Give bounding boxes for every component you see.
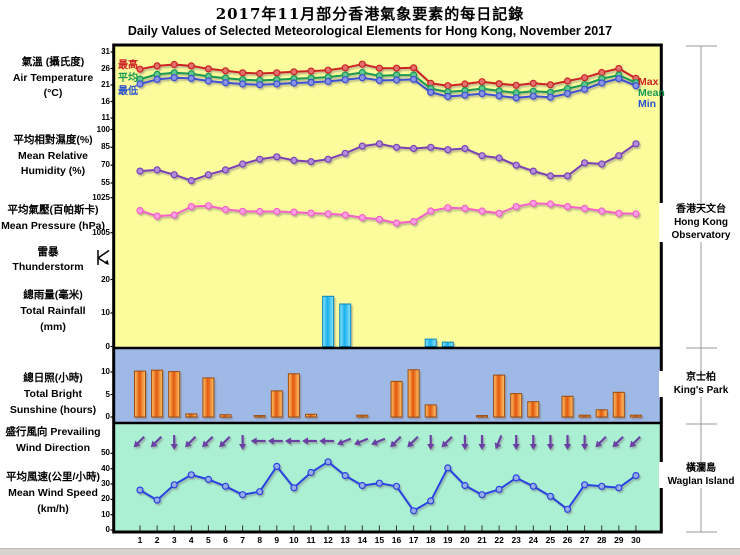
station-hko-en2: Observatory [659, 229, 740, 242]
day-axis-label: 2 [154, 535, 160, 545]
axis-tick-label: 55 [101, 178, 110, 187]
day-axis-label: 27 [579, 535, 590, 545]
day-axis-label: 1 [137, 535, 143, 545]
legend-max-zh: 最高 [118, 60, 138, 71]
day-axis-label: 5 [206, 535, 211, 545]
day-axis-label: 30 [631, 535, 641, 545]
station-waglan-en: Waglan Island [659, 475, 740, 488]
day-axis-label: 3 [171, 535, 177, 545]
day-axis-label: 25 [545, 535, 556, 545]
rainfall-label-unit: (mm) [40, 321, 66, 333]
axis-tick-label: 100 [96, 124, 110, 134]
day-axis-label: 22 [494, 535, 504, 545]
thunderstorm-label-en: Thunderstorm [12, 261, 84, 273]
axis-tick-label: 1005 [92, 227, 110, 237]
wind-speed-label-en: Mean Wind Speed [8, 487, 98, 499]
sunshine-label-zh: 總日照(小時) [23, 372, 83, 384]
day-axis-label: 13 [340, 535, 350, 545]
day-axis-label: 10 [289, 535, 299, 545]
legend-max-en: Max [638, 76, 659, 88]
day-axis-label: 20 [460, 535, 470, 545]
page-title-english: Daily Values of Selected Meteorological … [127, 24, 613, 38]
day-axis-label: 28 [596, 535, 607, 545]
day-axis-label: 23 [511, 535, 521, 545]
legend-min-en: Min [638, 98, 657, 110]
axis-tick-label: 31 [101, 47, 110, 56]
day-axis-label: 11 [306, 535, 316, 545]
day-axis-label: 24 [528, 535, 539, 545]
day-axis-label: 19 [443, 535, 453, 545]
axis-tick-label: 30 [101, 479, 110, 488]
temp-label-zh: 氣溫 (攝氏度) [21, 56, 85, 68]
sunshine-label-en1: Total Bright [23, 388, 83, 400]
page-title-chinese: 2017年11月部分香港氣象要素的每日記錄 [215, 5, 525, 23]
legend-mean-en: Mean [638, 87, 665, 99]
humidity-label-zh: 平均相對濕度(%) [13, 134, 93, 146]
axis-tick-label: 20 [101, 274, 110, 284]
humidity-label-en1: Mean Relative [17, 150, 89, 162]
day-axis-label: 4 [188, 535, 194, 545]
day-axis-label: 17 [408, 535, 419, 545]
day-axis-label: 21 [477, 535, 487, 545]
temp-label-unit: (°C) [43, 87, 63, 99]
station-hko-zh: 香港天文台 [659, 203, 740, 216]
day-axis-label: 29 [614, 535, 624, 545]
rainfall-label-zh: 總雨量(毫米) [23, 289, 83, 301]
station-waglan-zh: 橫瀾島 [659, 462, 740, 475]
temp-label-en: Air Temperature [12, 72, 94, 84]
axis-tick-label: 70 [101, 160, 110, 170]
day-axis-label: 12 [323, 535, 333, 545]
axis-tick-label: 11 [101, 113, 110, 122]
axis-tick-label: 5 [105, 389, 110, 399]
day-axis-label: 14 [357, 535, 368, 545]
axis-tick-label: 10 [101, 367, 110, 376]
day-axis-label: 18 [425, 535, 436, 545]
axis-tick-label: 26 [101, 63, 110, 73]
day-axis-label: 6 [223, 535, 228, 545]
thunderstorm-label-zh: 雷暴 [37, 246, 59, 258]
station-kp-en: King's Park [659, 384, 740, 397]
legend-min-zh: 最低 [118, 86, 138, 97]
axis-tick-label: 0 [105, 341, 110, 351]
axis-tick-label: 85 [101, 142, 110, 152]
day-axis-label: 9 [274, 535, 280, 545]
wind-speed-label-unit: (km/h) [37, 503, 69, 515]
axis-tick-label: 1025 [92, 192, 110, 202]
axis-tick-label: 50 [101, 448, 110, 458]
axis-tick-label: 10 [101, 308, 110, 317]
wind-direction-label-2: Wind Direction [16, 442, 90, 454]
pressure-label-zh: 平均氣壓(百帕斯卡) [7, 204, 99, 216]
day-axis-label: 7 [240, 535, 245, 545]
axis-tick-label: 16 [101, 96, 110, 106]
day-axis-label: 26 [562, 535, 573, 545]
pressure-label-en: Mean Pressure (hPa) [1, 220, 105, 232]
axis-tick-label: 0 [105, 412, 110, 421]
day-axis-label: 16 [391, 535, 402, 545]
day-axis-label: 15 [374, 535, 385, 545]
axis-tick-label: 0 [105, 525, 110, 534]
thunderstorm-icon [97, 249, 110, 265]
rainfall-label-en: Total Rainfall [20, 305, 86, 317]
wind-speed-label-zh: 平均風速(公里/小時) [6, 471, 100, 483]
wind-direction-label-1: 盛行風向 Prevailing [5, 426, 101, 438]
axis-tick-label: 40 [101, 463, 110, 473]
sunshine-label-en2: Sunshine (hours) [9, 404, 97, 416]
humidity-label-en2: Humidity (%) [20, 165, 86, 177]
axis-tick-label: 20 [101, 494, 110, 504]
station-kp-zh: 京士柏 [659, 371, 740, 384]
legend-mean-zh: 平均 [118, 73, 138, 84]
station-hko-en1: Hong Kong [659, 216, 740, 229]
axis-tick-label: 10 [101, 509, 110, 519]
axis-tick-label: 21 [101, 80, 110, 89]
window-bottom-edge [0, 548, 740, 555]
day-axis-label: 8 [257, 535, 263, 545]
